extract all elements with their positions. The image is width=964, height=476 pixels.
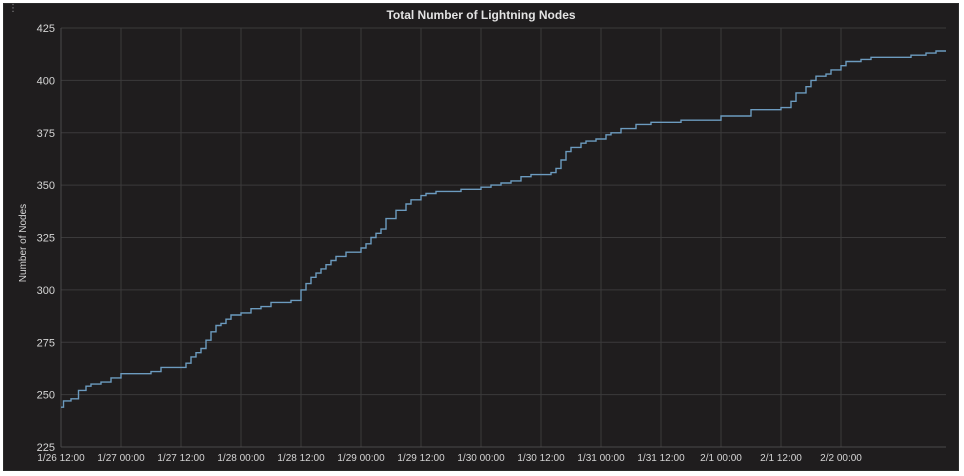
x-tick-label: 2/1 00:00	[700, 453, 742, 464]
chart-title[interactable]: Total Number of Lightning Nodes	[386, 8, 576, 22]
y-tick-label: 375	[37, 128, 55, 140]
x-tick-label: 1/30 00:00	[457, 453, 505, 464]
series-group	[61, 50, 946, 408]
x-tick-label: 1/26 12:00	[37, 453, 85, 464]
x-tick-label: 2/2 00:00	[820, 453, 862, 464]
x-tick-label: 1/27 12:00	[157, 453, 205, 464]
y-tick-label: 250	[37, 390, 55, 402]
y-axis-label: Number of Nodes	[18, 204, 29, 282]
series-line-nodes	[61, 50, 946, 408]
panel-menu-icon[interactable]: ⋮	[8, 3, 18, 14]
x-tick-label: 1/29 12:00	[397, 453, 445, 464]
x-tick-label: 2/1 12:00	[760, 453, 802, 464]
x-tick-label: 1/30 12:00	[517, 453, 565, 464]
x-tick-label: 1/28 12:00	[277, 453, 325, 464]
y-tick-label: 225	[37, 442, 55, 454]
x-axis-ticks: 1/26 12:00 1/27 00:00 1/27 12:00 1/28 00:00…	[37, 453, 862, 464]
y-tick-label: 425	[37, 23, 55, 35]
grid-lines	[60, 27, 946, 448]
y-tick-label: 325	[37, 233, 55, 245]
y-tick-label: 350	[37, 180, 55, 192]
x-tick-label: 1/27 00:00	[97, 453, 145, 464]
x-tick-label: 1/31 00:00	[577, 453, 625, 464]
y-tick-label: 400	[37, 75, 55, 87]
x-tick-label: 1/31 12:00	[637, 453, 685, 464]
y-tick-label: 275	[37, 337, 55, 349]
y-tick-label: 300	[37, 285, 55, 297]
x-tick-label: 1/28 00:00	[217, 453, 265, 464]
x-tick-label: 1/29 00:00	[337, 453, 385, 464]
y-axis-ticks: 225 250 275 300 325 350 375 400 425	[37, 23, 55, 454]
